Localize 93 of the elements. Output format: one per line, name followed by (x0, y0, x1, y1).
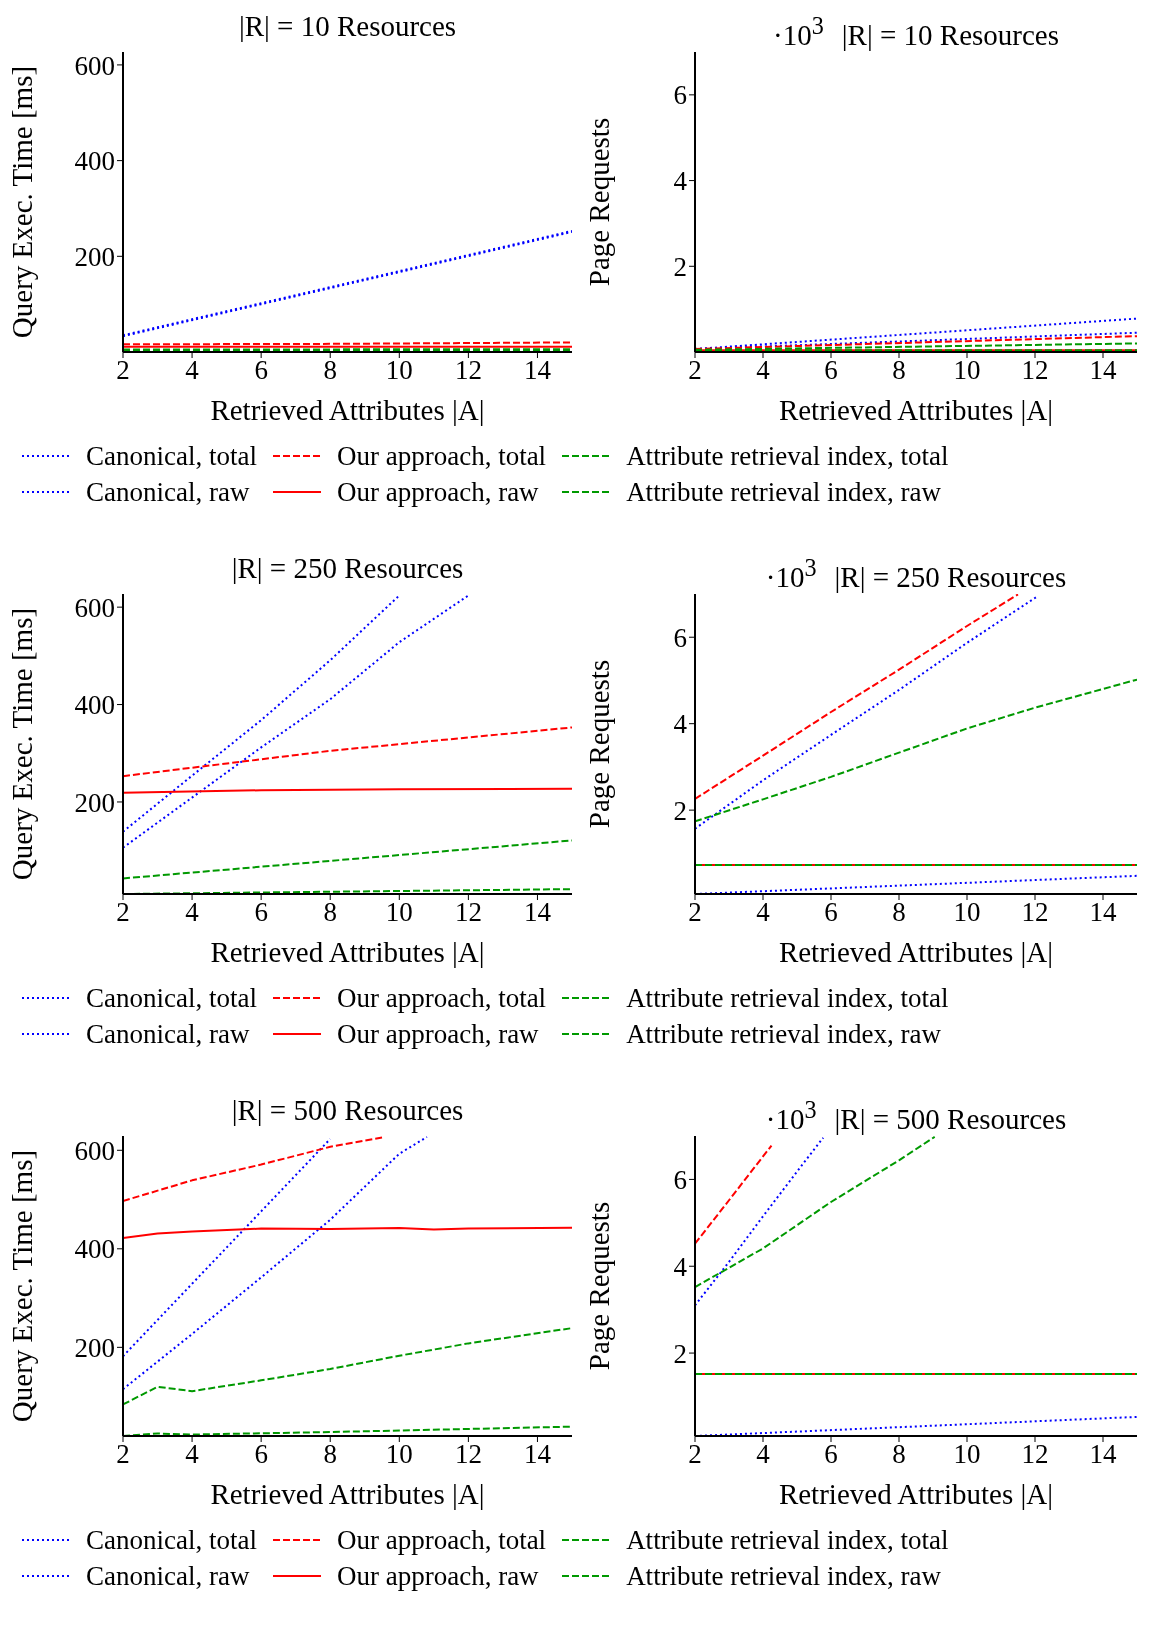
x-tick-label: 6 (254, 897, 268, 928)
legend-label: Our approach, total (336, 440, 547, 472)
x-tick-label: 4 (756, 1439, 771, 1470)
text: ·10$^{3}$ (765, 1096, 817, 1135)
x-tick-label: 10 (953, 897, 981, 928)
y-tick-label: 200 (74, 241, 115, 272)
chart-title: |R| = 10 Resources (238, 10, 457, 42)
y-axis-title: Page Requests (583, 117, 616, 287)
y-axis-title: Page Requests (583, 659, 616, 829)
y-tick-label: 4 (673, 166, 688, 197)
text: ·10$^{3}$ (773, 12, 824, 51)
x-tick-label: 10 (385, 355, 413, 386)
x-tick-label: 4 (756, 355, 771, 386)
legend-label: Canonical, raw (86, 1560, 250, 1592)
x-tick-label: 12 (1021, 1439, 1049, 1470)
y-axis-title: Page Requests (583, 1201, 616, 1371)
x-tick-label: 4 (185, 355, 200, 386)
y-axis-title: Query Exec. Time [ms] (6, 1149, 39, 1423)
y-tick-label: 6 (673, 80, 687, 111)
legend-label: Our approach, raw (336, 476, 539, 508)
x-tick-label: 12 (454, 1439, 482, 1470)
legend-label: Our approach, raw (336, 1018, 539, 1050)
x-tick-label: 6 (824, 897, 838, 928)
x-tick-label: 12 (1021, 897, 1049, 928)
y-tick-label: 2 (673, 251, 687, 282)
legend-label: Attribute retrieval index, total (626, 982, 949, 1014)
x-tick-label: 14 (1089, 355, 1117, 386)
legend-label: Attribute retrieval index, raw (626, 1018, 942, 1050)
y-tick-label: 400 (74, 690, 115, 721)
x-tick-label: 4 (185, 897, 200, 928)
y-axis-title: Query Exec. Time [ms] (6, 65, 39, 339)
y-axis-title: Query Exec. Time [ms] (6, 607, 39, 881)
x-tick-label: 14 (1089, 1439, 1117, 1470)
text: ·10$^{3}$ (765, 554, 817, 593)
y-tick-label: 200 (74, 787, 115, 818)
x-tick-label: 8 (892, 355, 906, 386)
legend-label: Attribute retrieval index, raw (626, 476, 942, 508)
x-tick-label: 10 (953, 355, 981, 386)
legend-label: Our approach, total (336, 1524, 547, 1556)
y-tick-label: 2 (673, 795, 687, 826)
chart-title: |R| = 250 Resources (834, 560, 1067, 593)
y-tick-label: 6 (673, 1165, 687, 1195)
y-tick-label: 400 (74, 1234, 115, 1265)
x-tick-label: 8 (892, 1439, 906, 1470)
x-tick-label: 12 (454, 355, 482, 386)
x-axis-title: Retrieved Attributes |A| (210, 936, 485, 968)
x-tick-label: 6 (824, 1439, 838, 1470)
y-tick-label: 4 (673, 1251, 688, 1282)
y-tick-label: 400 (74, 146, 115, 177)
legend-label: Canonical, total (86, 440, 257, 472)
y-tick-label: 600 (74, 592, 115, 623)
legend-label: Canonical, raw (86, 476, 250, 508)
legend-label: Canonical, total (86, 982, 257, 1014)
x-tick-label: 8 (323, 355, 337, 386)
x-tick-label: 8 (323, 897, 337, 928)
x-tick-label: 14 (523, 355, 552, 386)
y-tick-label: 4 (673, 709, 688, 740)
x-tick-label: 8 (323, 1439, 337, 1470)
chart-title: |R| = 10 Resources (841, 18, 1059, 51)
x-axis-title: Retrieved Attributes |A| (778, 1478, 1054, 1510)
x-tick-label: 10 (385, 897, 413, 928)
legend-label: Our approach, total (336, 982, 547, 1014)
chart-title: |R| = 500 Resources (834, 1102, 1067, 1135)
legend-label: Attribute retrieval index, total (626, 440, 949, 472)
x-tick-label: 12 (454, 897, 482, 928)
y-tick-label: 600 (74, 1135, 115, 1166)
x-tick-label: 14 (523, 1439, 552, 1470)
x-axis-title: Retrieved Attributes |A| (210, 1478, 485, 1510)
x-tick-label: 6 (254, 1439, 268, 1470)
y-tick-label: 2 (673, 1338, 687, 1369)
legend-label: Attribute retrieval index, total (626, 1524, 949, 1556)
chart-title: |R| = 500 Resources (231, 1094, 464, 1126)
x-tick-label: 6 (254, 355, 268, 386)
x-tick-label: 14 (1089, 897, 1117, 928)
x-tick-label: 10 (385, 1439, 413, 1470)
x-tick-label: 10 (953, 1439, 981, 1470)
legend-label: Attribute retrieval index, raw (626, 1560, 942, 1592)
legend-label: Canonical, raw (86, 1018, 250, 1050)
x-axis-title: Retrieved Attributes |A| (210, 394, 485, 426)
y-tick-label: 200 (74, 1332, 115, 1363)
legend-label: Our approach, raw (336, 1560, 539, 1592)
x-tick-label: 14 (523, 897, 552, 928)
y-tick-label: 6 (673, 622, 687, 653)
x-tick-label: 6 (824, 355, 838, 386)
x-tick-label: 12 (1021, 355, 1049, 386)
chart-title: |R| = 250 Resources (231, 552, 464, 584)
x-tick-label: 4 (185, 1439, 200, 1470)
legend-label: Canonical, total (86, 1524, 257, 1556)
y-tick-label: 600 (74, 50, 115, 81)
x-axis-title: Retrieved Attributes |A| (778, 936, 1054, 968)
x-tick-label: 8 (892, 897, 906, 928)
x-tick-label: 4 (756, 897, 771, 928)
x-axis-title: Retrieved Attributes |A| (778, 394, 1054, 426)
